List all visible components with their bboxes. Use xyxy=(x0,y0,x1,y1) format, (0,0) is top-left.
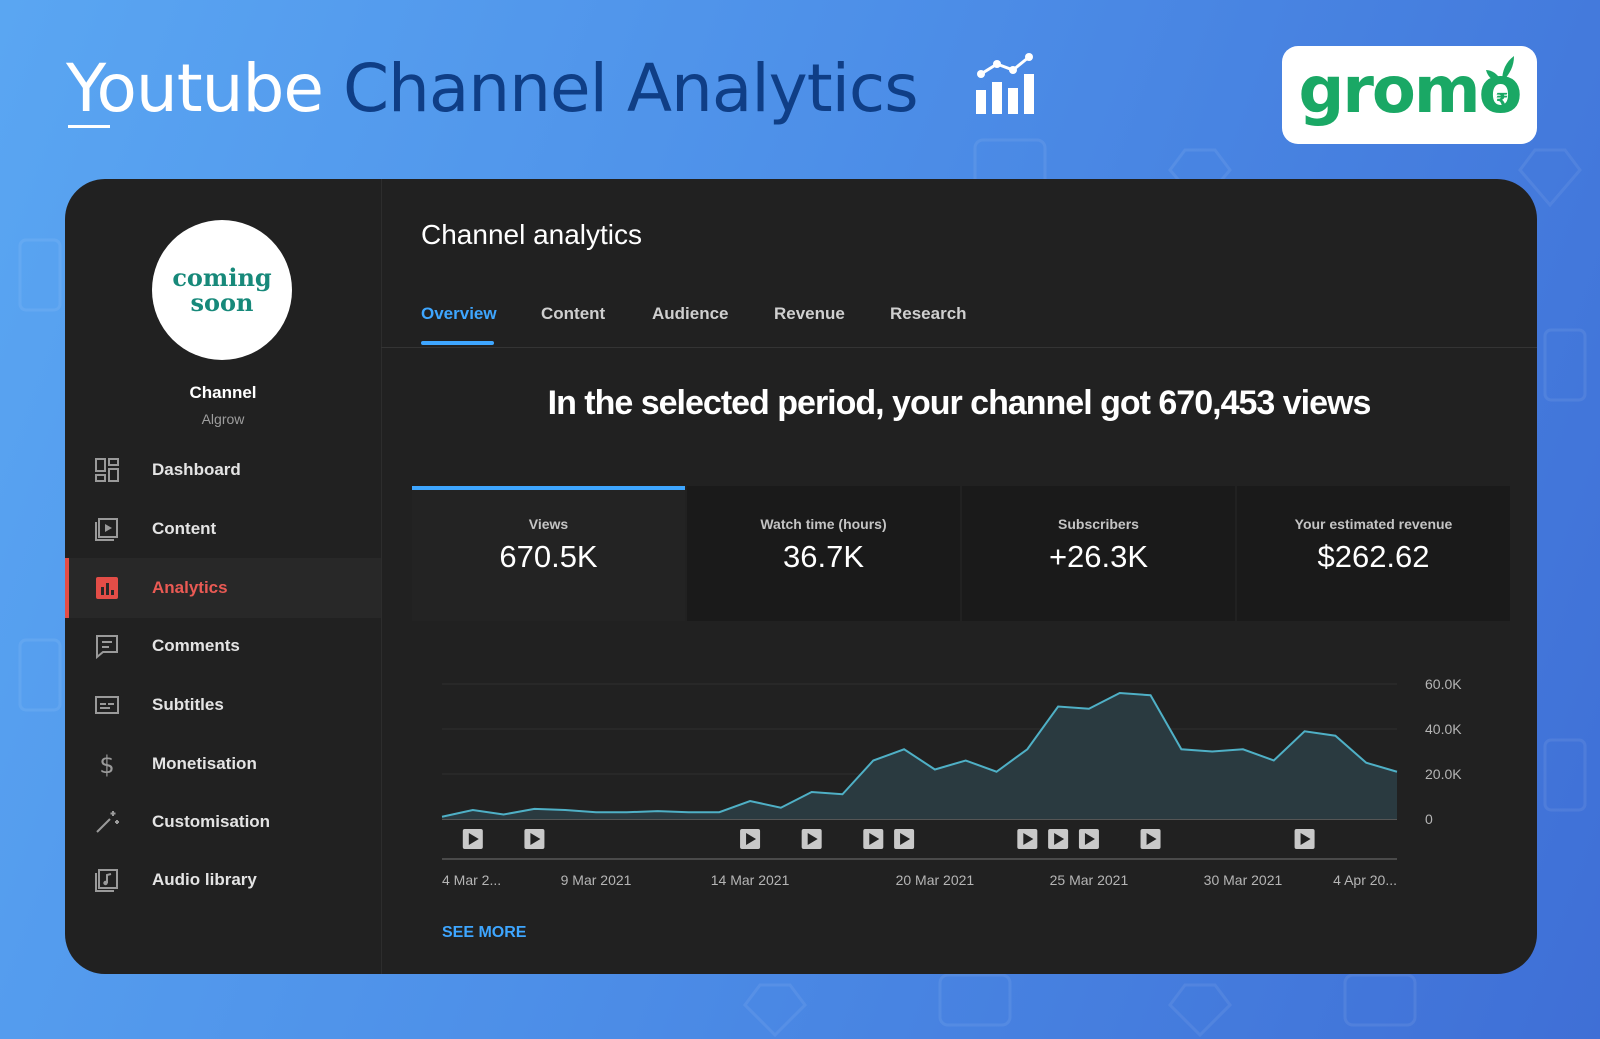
sidebar-item-subtitles[interactable]: Subtitles xyxy=(65,675,381,735)
sidebar-item-content[interactable]: Content xyxy=(65,499,381,559)
video-marker-play-icon xyxy=(1023,833,1034,845)
tab-content[interactable]: Content xyxy=(541,304,606,323)
metric-card-watch-time[interactable]: Watch time (hours) 36.7K xyxy=(687,486,960,621)
metric-card-revenue[interactable]: Your estimated revenue $262.62 xyxy=(1237,486,1510,621)
video-marker-play-icon xyxy=(807,833,818,845)
sidebar-item-label: Customisation xyxy=(152,812,271,831)
avatar-text-line2: soon xyxy=(190,288,254,317)
video-marker-play-icon xyxy=(746,833,757,845)
y-tick-label: 0 xyxy=(1425,811,1433,827)
channel-name[interactable]: Channel xyxy=(189,383,257,402)
avatar-text-line1: coming xyxy=(172,263,272,292)
y-tick-label: 40.0K xyxy=(1425,721,1462,737)
avatar[interactable]: coming soon xyxy=(152,220,292,360)
svg-text:$: $ xyxy=(99,751,114,777)
metric-label: Your estimated revenue xyxy=(1294,516,1453,532)
sidebar-item-label: Content xyxy=(152,519,217,538)
sidebar-item-label: Comments xyxy=(152,636,240,655)
active-tab-indicator xyxy=(421,341,494,345)
sidebar-item-comments[interactable]: Comments xyxy=(65,616,381,676)
tab-revenue[interactable]: Revenue xyxy=(774,304,845,323)
sidebar-item-label: Audio library xyxy=(152,870,257,889)
video-marker-play-icon xyxy=(468,833,479,845)
x-tick-label: 4 Apr 20... xyxy=(1333,872,1397,888)
video-marker-play-icon xyxy=(1146,833,1157,845)
bar-chart-trend-icon xyxy=(976,53,1034,114)
gromo-logo: gromo xyxy=(1282,46,1537,144)
views-headline: In the selected period, your channel got… xyxy=(547,384,1372,422)
y-tick-label: 20.0K xyxy=(1425,766,1462,782)
metric-cards: Views 670.5K Watch time (hours) 36.7K Su… xyxy=(412,486,1512,621)
sidebar-item-label: Subtitles xyxy=(152,695,224,714)
monetisation-icon: $ xyxy=(99,751,114,777)
page-title-rest: Channel Analytics xyxy=(342,50,919,127)
x-tick-label: 30 Mar 2021 xyxy=(1204,872,1283,888)
see-more-link[interactable]: SEE MORE xyxy=(442,924,527,941)
views-line xyxy=(441,691,1398,818)
views-chart: 60.0K 40.0K 20.0K 0 4 Mar 2... 9 Mar 2021 14 M… xyxy=(441,676,1462,888)
studio-window: coming soon Channel Algrow Dashboard Con… xyxy=(65,179,1537,974)
sidebar: coming soon Channel Algrow Dashboard Con… xyxy=(65,179,382,974)
dashboard-icon xyxy=(95,458,119,482)
sidebar-item-label: Analytics xyxy=(152,578,228,597)
views-area xyxy=(442,693,1397,819)
video-marker-play-icon xyxy=(530,833,541,845)
rupee-sprout-icon: ₹ xyxy=(1486,56,1514,111)
metric-value: 36.7K xyxy=(782,539,864,574)
metric-card-views[interactable]: Views 670.5K xyxy=(412,486,685,621)
tab-overview[interactable]: Overview xyxy=(421,304,497,323)
channel-handle: Algrow xyxy=(201,411,245,427)
x-tick-label: 4 Mar 2... xyxy=(442,872,501,888)
content-icon xyxy=(95,518,118,541)
sidebar-item-dashboard[interactable]: Dashboard xyxy=(65,440,381,500)
customisation-icon xyxy=(96,811,119,833)
page-title: Youtube Channel Analytics xyxy=(66,44,919,134)
metric-label: Subscribers xyxy=(1058,516,1139,532)
metric-value: 670.5K xyxy=(499,539,598,574)
tab-research[interactable]: Research xyxy=(890,304,967,323)
svg-text:₹: ₹ xyxy=(1496,90,1509,111)
sidebar-item-label: Dashboard xyxy=(152,460,241,479)
sidebar-item-label: Monetisation xyxy=(152,754,257,773)
metric-value: $262.62 xyxy=(1317,539,1430,574)
sidebar-item-monetisation[interactable]: $ Monetisation xyxy=(65,734,381,794)
sidebar-item-customisation[interactable]: Customisation xyxy=(65,792,381,852)
page-heading: Channel analytics xyxy=(421,219,643,250)
video-marker-play-icon xyxy=(1300,833,1311,845)
x-tick-label: 9 Mar 2021 xyxy=(561,872,632,888)
video-marker-play-icon xyxy=(900,833,911,845)
video-marker-play-icon xyxy=(1054,833,1065,845)
x-tick-label: 25 Mar 2021 xyxy=(1050,872,1129,888)
sidebar-item-analytics[interactable]: Analytics xyxy=(65,558,381,618)
metric-value: +26.3K xyxy=(1048,539,1149,574)
sidebar-item-audio-library[interactable]: Audio library xyxy=(65,850,381,910)
tab-audience[interactable]: Audience xyxy=(652,304,729,323)
analytics-icon xyxy=(96,577,118,599)
tabs-divider xyxy=(381,347,1537,348)
x-tick-label: 14 Mar 2021 xyxy=(711,872,790,888)
logo-text: gromo xyxy=(1298,54,1523,128)
video-marker-play-icon xyxy=(1084,833,1095,845)
comments-icon xyxy=(96,635,118,659)
metric-label: Watch time (hours) xyxy=(760,516,887,532)
video-marker-play-icon xyxy=(869,833,880,845)
y-tick-label: 60.0K xyxy=(1425,676,1462,692)
title-underline xyxy=(68,125,110,128)
subtitles-icon xyxy=(95,696,119,714)
x-tick-label: 20 Mar 2021 xyxy=(896,872,975,888)
audio-library-icon xyxy=(95,869,118,892)
metric-label: Views xyxy=(528,516,569,532)
metric-card-subscribers[interactable]: Subscribers +26.3K xyxy=(962,486,1235,621)
page-title-youtube: Youtube xyxy=(66,50,324,127)
